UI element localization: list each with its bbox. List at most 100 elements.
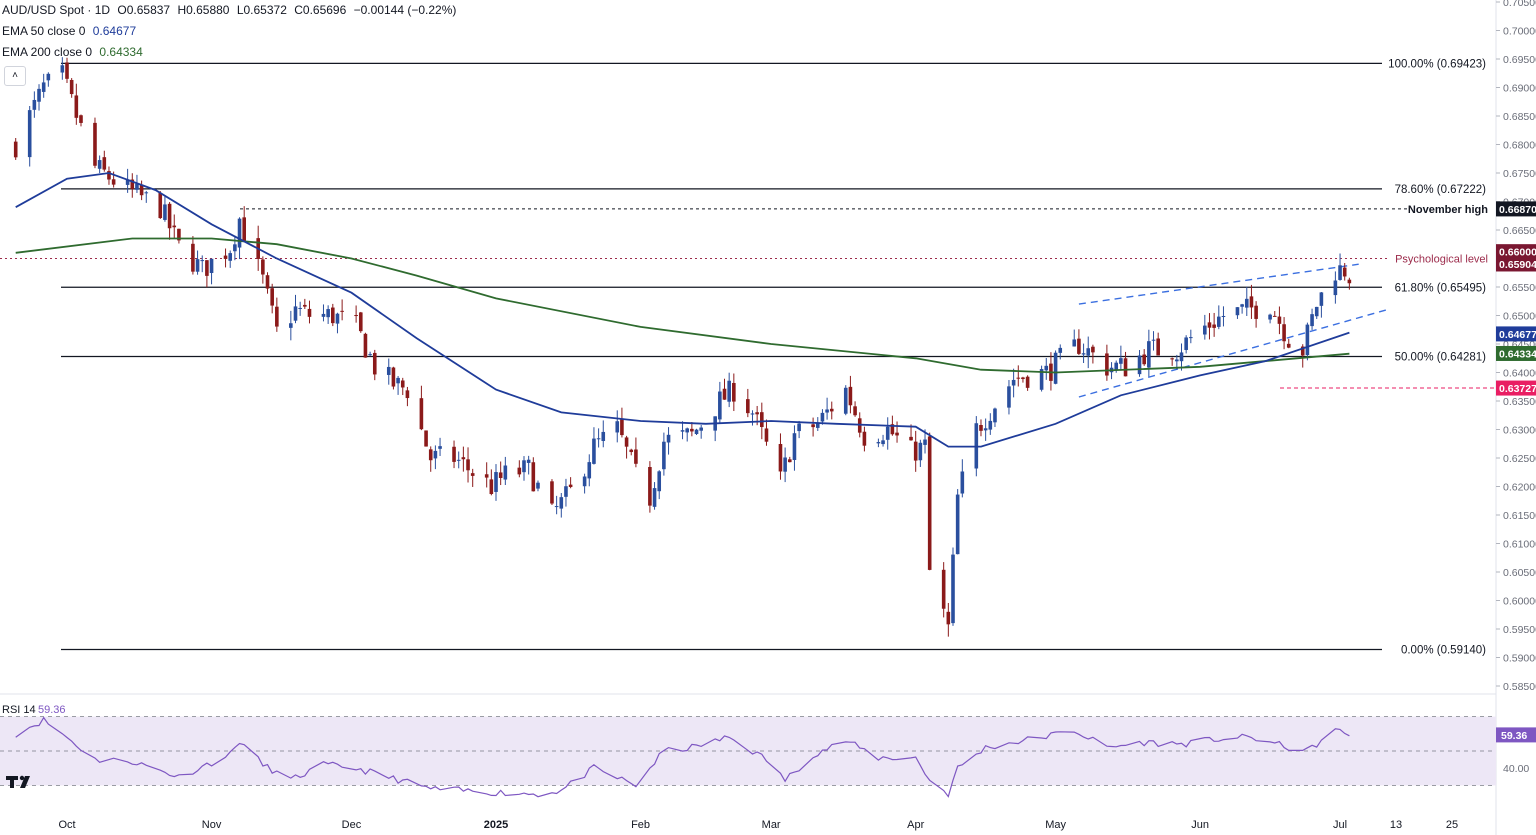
- candle-body: [629, 449, 634, 453]
- candle-body: [466, 459, 470, 471]
- candle-body: [517, 467, 522, 475]
- candle-body: [1081, 353, 1086, 355]
- x-tick-label: May: [1045, 819, 1066, 831]
- collapse-legend-button[interactable]: ˄: [4, 66, 26, 86]
- candle-body: [536, 482, 540, 489]
- candle-body: [666, 434, 671, 443]
- x-tick-label: Mar: [762, 819, 781, 831]
- candle-body: [955, 494, 960, 555]
- candle-body: [1217, 316, 1221, 327]
- candle-body: [624, 437, 629, 447]
- candle-body: [1123, 358, 1128, 377]
- candle-body: [386, 366, 391, 375]
- candle-body: [890, 424, 895, 435]
- candle-body: [363, 333, 368, 358]
- candle-body: [941, 569, 946, 609]
- candle-body: [97, 160, 102, 169]
- candle-body: [522, 460, 526, 473]
- psychological-level-badge: 0.66000: [1496, 244, 1536, 260]
- fib-level-label: 61.80% (0.65495): [1395, 282, 1487, 294]
- candle-body: [498, 472, 503, 478]
- candle-body: [27, 110, 32, 158]
- candle-body: [662, 441, 666, 470]
- ema200-line: [15, 237, 1350, 374]
- price-badge-bg: [1496, 256, 1536, 272]
- candle-body: [601, 431, 606, 441]
- candle-body: [829, 408, 834, 412]
- candle-body: [750, 413, 755, 415]
- candle-body: [1184, 337, 1188, 350]
- candle-body: [582, 476, 587, 487]
- candle-body: [1156, 338, 1160, 356]
- candle-body: [1039, 369, 1044, 390]
- candle-body: [657, 471, 662, 492]
- candle-body: [815, 423, 820, 428]
- candle-body: [559, 497, 564, 509]
- candle-body: [1203, 325, 1207, 335]
- candle-body: [130, 179, 135, 190]
- y-tick-label: 0.58500: [1503, 681, 1536, 693]
- candle-body: [307, 308, 312, 317]
- candle-body: [1342, 267, 1347, 277]
- candle-body: [951, 554, 955, 624]
- x-tick-label: Oct: [58, 819, 75, 831]
- candle-body: [783, 457, 787, 472]
- symbol-label[interactable]: AUD/USD Spot · 1D: [2, 3, 111, 17]
- candle-body: [270, 288, 274, 306]
- price-badge: 0.64334: [1496, 345, 1536, 361]
- ema200-label: EMA 200 close 0: [2, 45, 93, 59]
- candle-body: [1212, 324, 1216, 328]
- candle-body: [419, 398, 424, 430]
- candle-body: [862, 431, 867, 446]
- candle-body: [60, 65, 65, 73]
- candle-body: [923, 439, 927, 445]
- candle-body: [690, 428, 694, 432]
- candle-body: [1119, 358, 1123, 364]
- candle-body: [1314, 306, 1319, 317]
- rsi-legend-value: 59.36: [38, 704, 66, 716]
- candle-body: [158, 192, 163, 219]
- x-tick-label: Nov: [202, 819, 222, 831]
- open-value: O0.65837: [117, 3, 171, 17]
- november-high-badge-text: 0.66870: [1499, 204, 1536, 216]
- candle-body: [1147, 341, 1151, 368]
- candle-body: [484, 474, 489, 478]
- chevron-up-icon: ˄: [12, 70, 18, 81]
- candle-body: [41, 82, 46, 92]
- x-tick-label: 25: [1446, 819, 1458, 831]
- channel-lower-line: [1078, 309, 1387, 398]
- candle-body: [1011, 379, 1016, 386]
- candle-body: [428, 449, 433, 461]
- candle-body: [1319, 292, 1324, 306]
- candle-body: [820, 412, 825, 422]
- x-tick-label: Feb: [631, 819, 650, 831]
- price-badge-bg: [1496, 326, 1536, 342]
- candle-body: [1300, 346, 1305, 356]
- x-tick-label: Dec: [342, 819, 362, 831]
- candle-body: [1305, 324, 1310, 356]
- ema200-legend[interactable]: EMA 200 close 0 0.64334: [2, 45, 147, 59]
- candle-body: [494, 472, 498, 492]
- candle-body: [163, 204, 167, 220]
- candle-body: [372, 352, 377, 375]
- candle-body: [1272, 315, 1277, 317]
- candle-body: [792, 433, 797, 461]
- candle-body: [1170, 358, 1174, 360]
- candle-body: [65, 62, 69, 79]
- candle-body: [107, 171, 111, 180]
- candle-body: [289, 323, 293, 328]
- change-value: −0.00144 (−0.22%): [353, 3, 457, 17]
- candle-body: [843, 387, 848, 414]
- rsi-tick-label: 40.00: [1503, 763, 1529, 775]
- ema50-legend[interactable]: EMA 50 close 0 0.64677: [2, 24, 140, 38]
